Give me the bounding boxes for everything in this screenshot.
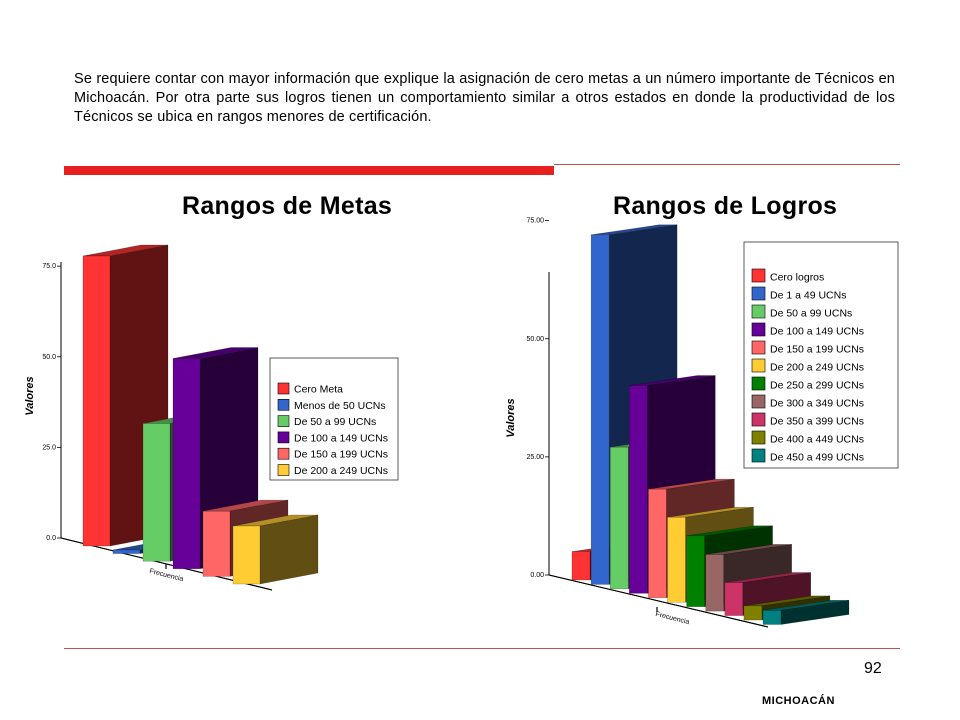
legend-swatch xyxy=(751,358,766,373)
bar-de-450-a-499-ucns xyxy=(762,600,850,625)
legend-swatch xyxy=(277,398,290,411)
x-axis-label: Frecuencia xyxy=(655,611,690,626)
bar-de-200-a-249-ucns xyxy=(232,514,319,585)
legend: Cero logros De 1 a 49 UCNs De 50 a 99 UCNs… xyxy=(743,241,899,469)
legend-swatch xyxy=(751,448,766,463)
chart-title-metas: Rangos de Metas xyxy=(182,192,393,220)
legend-label: Cero Meta xyxy=(294,384,343,396)
legend-label: De 450 a 499 UCNs xyxy=(770,452,864,464)
legend-swatch xyxy=(751,394,766,409)
bar-front xyxy=(112,549,141,554)
y-tick-label: 75.00 xyxy=(526,218,544,225)
legend-label: De 50 a 99 UCNs xyxy=(770,308,852,320)
legend-box xyxy=(743,241,899,469)
bar-top xyxy=(686,525,773,537)
y-tick-label: 50.00 xyxy=(526,336,544,343)
bar-top xyxy=(724,572,811,583)
page-number: 92 xyxy=(864,660,882,677)
legend-label: De 350 a 399 UCNs xyxy=(770,416,864,428)
legend-swatch xyxy=(751,268,766,283)
bar-front xyxy=(232,525,261,585)
bar-front xyxy=(743,605,763,621)
legend-label: De 150 a 199 UCNs xyxy=(770,344,864,356)
legend-swatch xyxy=(751,430,766,445)
legend-label: De 50 a 99 UCNs xyxy=(294,416,376,428)
legend-label: De 200 a 249 UCNs xyxy=(294,465,388,477)
bar-front xyxy=(724,582,744,616)
legend-box xyxy=(269,357,399,481)
chart-title-logros: Rangos de Logros xyxy=(613,192,838,220)
legend: Cero Meta Menos de 50 UCNs De 50 a 99 UCNs… xyxy=(269,357,399,481)
legend-swatch xyxy=(277,382,290,395)
bar-top xyxy=(172,347,259,359)
bar-front xyxy=(172,358,201,570)
bar-front xyxy=(590,234,610,585)
legend-label: De 250 a 299 UCNs xyxy=(770,380,864,392)
legend-swatch xyxy=(751,412,766,427)
bar-front xyxy=(762,610,782,625)
bar-side xyxy=(259,514,319,585)
y-tick-label: 25.00 xyxy=(526,454,544,461)
bar-front xyxy=(142,423,171,562)
y-axis-label: Valores xyxy=(505,398,517,437)
chart-metas: 0.0 25.0 50.0 75.0 Valores Frecuencia Cero Met… xyxy=(24,244,399,591)
y-tick-label: 25.0 xyxy=(42,444,56,451)
y-tick-label: 0.0 xyxy=(46,535,56,542)
footer-state-label: MICHOACÁN xyxy=(762,695,835,707)
bar-top xyxy=(705,544,792,555)
legend-swatch xyxy=(277,464,290,476)
legend-swatch xyxy=(751,340,766,355)
bar-front xyxy=(705,554,724,612)
y-tick-label: 75.0 xyxy=(42,263,56,270)
bar-front xyxy=(609,446,629,590)
legend-label: De 1 a 49 UCNs xyxy=(770,290,846,302)
bar-top xyxy=(202,499,289,512)
thin-divider-bottom xyxy=(64,648,900,649)
bar-front xyxy=(686,535,705,607)
chart-logros: 0.00 25.00 50.00 75.00 Valores Frecuencia Cero… xyxy=(505,218,899,628)
bar-front xyxy=(667,516,686,603)
legend-label: De 400 a 449 UCNs xyxy=(770,434,864,446)
bar-top xyxy=(648,478,735,490)
bar-front xyxy=(629,385,648,594)
legend-swatch xyxy=(751,304,766,319)
x-axis-label: Frecuencia xyxy=(149,568,184,583)
legend-label: De 300 a 349 UCNs xyxy=(770,398,864,410)
legend-swatch xyxy=(751,322,766,337)
legend-label: De 100 a 149 UCNs xyxy=(770,326,864,338)
legend-swatch xyxy=(751,286,766,301)
thin-divider-top xyxy=(554,164,900,165)
bar-front xyxy=(202,510,231,577)
legend-swatch xyxy=(277,415,290,427)
bar-front xyxy=(571,551,591,581)
legend-label: Cero logros xyxy=(770,272,824,284)
y-tick-label: 50.0 xyxy=(42,354,56,361)
y-tick-label: 0.00 xyxy=(530,572,544,579)
y-axis-label: Valores xyxy=(24,376,36,415)
bar-top xyxy=(762,600,850,611)
legend-swatch xyxy=(751,376,766,391)
bar-front xyxy=(648,488,667,599)
red-divider xyxy=(64,166,554,175)
intro-paragraph: Se requiere contar con mayor información… xyxy=(74,71,895,125)
legend-label: De 200 a 249 UCNs xyxy=(770,362,864,374)
legend-swatch xyxy=(277,431,290,444)
legend-label: De 150 a 199 UCNs xyxy=(294,449,388,461)
x-axis-back-line xyxy=(548,574,769,628)
legend-label: Menos de 50 UCNs xyxy=(294,400,386,412)
bar-front xyxy=(82,255,111,547)
legend-swatch xyxy=(277,447,290,460)
legend-label: De 100 a 149 UCNs xyxy=(294,432,388,444)
